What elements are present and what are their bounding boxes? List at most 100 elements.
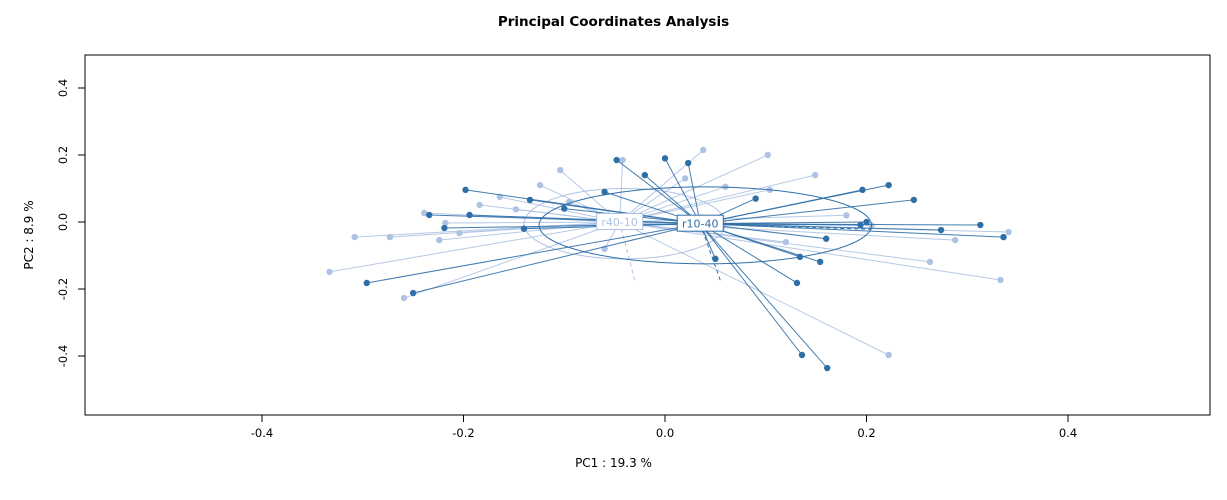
spider-line (354, 221, 620, 238)
x-tick-label: 0.0 (656, 426, 674, 440)
data-point (863, 218, 870, 226)
ellipse-axis-dashed-line (699, 223, 721, 281)
centroid-label-text: r40-10 (601, 216, 638, 229)
spider-line (664, 158, 701, 224)
data-point (351, 233, 358, 241)
y-tick-label: 0.4 (56, 79, 70, 97)
data-point (857, 221, 864, 229)
data-point (859, 186, 866, 194)
spider-line (439, 221, 620, 241)
data-point (684, 159, 692, 167)
data-point (793, 279, 801, 287)
spider-line (699, 223, 803, 356)
spider-line (619, 221, 889, 356)
spider-line (619, 214, 847, 223)
y-axis-ticks: -0.4 -0.2 0.0 0.2 0.4 (56, 79, 85, 367)
data-point (798, 351, 806, 359)
spider-line (403, 221, 620, 299)
data-point (712, 255, 719, 263)
data-point (421, 209, 428, 217)
centroid-label-r40-10: r40-10 (596, 213, 644, 230)
chart-title: Principal Coordinates Analysis (497, 14, 730, 30)
data-point (885, 181, 892, 189)
data-point (997, 276, 1004, 284)
data-point (926, 258, 934, 266)
data-point (436, 236, 443, 244)
data-point (561, 205, 568, 212)
data-point (1000, 233, 1007, 241)
data-point (1005, 228, 1012, 236)
data-point (476, 201, 483, 209)
data-point (700, 146, 707, 154)
data-point (536, 181, 544, 189)
data-point (557, 166, 564, 174)
y-tick-label: 0.2 (56, 146, 70, 164)
data-point (910, 196, 918, 204)
data-point (326, 268, 333, 276)
data-point (816, 258, 824, 266)
spider-line (469, 214, 701, 225)
x-tick-label: 0.2 (857, 426, 875, 440)
spider-line (529, 199, 701, 225)
data-point (752, 195, 759, 202)
data-point (977, 221, 984, 229)
ellipse-axis-dashed-line (619, 221, 636, 281)
spider-line (700, 223, 1004, 238)
x-tick-label: -0.2 (452, 426, 474, 440)
y-tick-label: -0.4 (56, 345, 70, 367)
spider-line (700, 199, 914, 225)
spider-line (687, 162, 701, 224)
spider-line (700, 221, 867, 225)
data-point (462, 186, 469, 194)
y-tick-label: -0.2 (56, 278, 70, 300)
data-point (442, 219, 449, 227)
spider-line (366, 223, 701, 284)
spider-line (619, 189, 770, 223)
data-point (764, 151, 771, 159)
group-r10-40 (363, 155, 1007, 372)
data-point (661, 155, 669, 162)
spider-line (329, 221, 620, 273)
centroid-label-text: r10-40 (682, 218, 719, 231)
data-point (363, 279, 370, 287)
data-point (456, 229, 463, 237)
y-axis-label: PC2 : 8.9 % (22, 200, 36, 270)
spider-line (413, 223, 701, 294)
centroid-label-box (676, 214, 724, 232)
data-point (400, 294, 408, 302)
data-point (824, 364, 831, 372)
spider-line (700, 184, 889, 225)
spider-line (616, 159, 701, 225)
spider-line (700, 223, 942, 231)
plot-box (84, 54, 1211, 416)
data-point (681, 175, 689, 182)
spider-line (619, 221, 956, 241)
data-point (526, 196, 534, 204)
centroid-label-r10-40: r10-40 (676, 214, 724, 232)
spider-line (700, 223, 798, 284)
data-point (619, 156, 626, 164)
data-point (512, 206, 520, 213)
data-point (951, 236, 959, 244)
data-point (843, 212, 850, 219)
y-tick-label: 0.0 (56, 213, 70, 231)
x-axis-label: PC1 : 19.3 % (575, 456, 652, 470)
centroid-label-box (596, 213, 644, 230)
data-point (613, 156, 620, 164)
ellipse-axis-dashed-line (700, 223, 872, 230)
x-axis-ticks: -0.4 -0.2 0.0 0.2 0.4 (251, 415, 1077, 440)
data-point (441, 224, 448, 232)
data-point (811, 171, 819, 179)
data-point (426, 211, 433, 219)
data-point (409, 289, 417, 297)
data-point (520, 225, 528, 232)
data-point (937, 226, 945, 234)
x-tick-label: 0.4 (1059, 426, 1077, 440)
group-r40-10 (326, 146, 1012, 359)
spider-line (619, 174, 816, 223)
data-point (386, 233, 394, 241)
data-point (601, 188, 608, 196)
data-point (466, 211, 473, 219)
